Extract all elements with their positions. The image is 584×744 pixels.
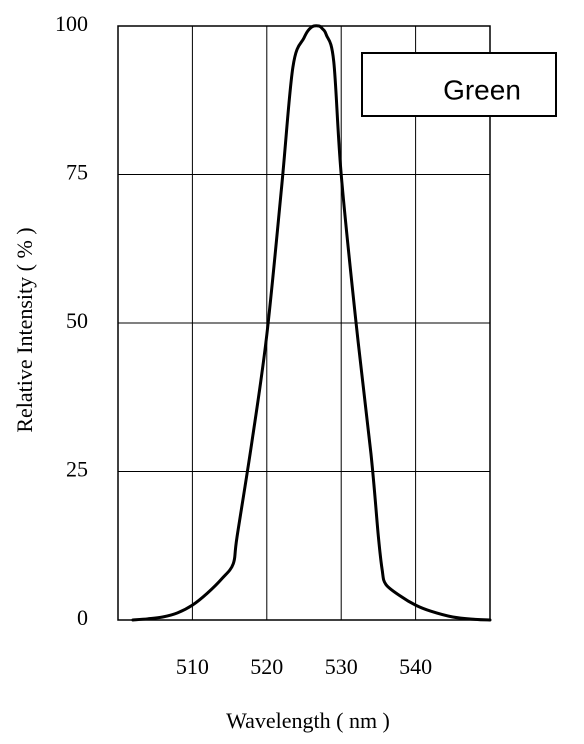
y-tick-label-50: 50 bbox=[66, 308, 88, 333]
series-layer bbox=[131, 24, 492, 622]
y-tick-label-75: 75 bbox=[66, 160, 88, 185]
tick-labels: 510 520 530 540 0 25 50 75 100 bbox=[55, 11, 432, 679]
x-tick-label-530: 530 bbox=[325, 654, 358, 679]
y-tick-label-100: 100 bbox=[55, 11, 88, 36]
gridlines bbox=[118, 25, 490, 621]
x-tick-label-510: 510 bbox=[176, 654, 209, 679]
series-line-green bbox=[131, 24, 492, 622]
legend: Green bbox=[361, 52, 557, 117]
y-axis-title: Relative Intensity ( % ) bbox=[12, 227, 37, 432]
legend-box bbox=[361, 52, 557, 117]
x-tick-label-540: 540 bbox=[399, 654, 432, 679]
y-tick-label-0: 0 bbox=[77, 605, 88, 630]
x-axis-title: Wavelength ( nm ) bbox=[226, 708, 390, 733]
legend-label: Green bbox=[443, 74, 521, 105]
y-tick-label-25: 25 bbox=[66, 457, 88, 482]
x-tick-label-520: 520 bbox=[250, 654, 283, 679]
